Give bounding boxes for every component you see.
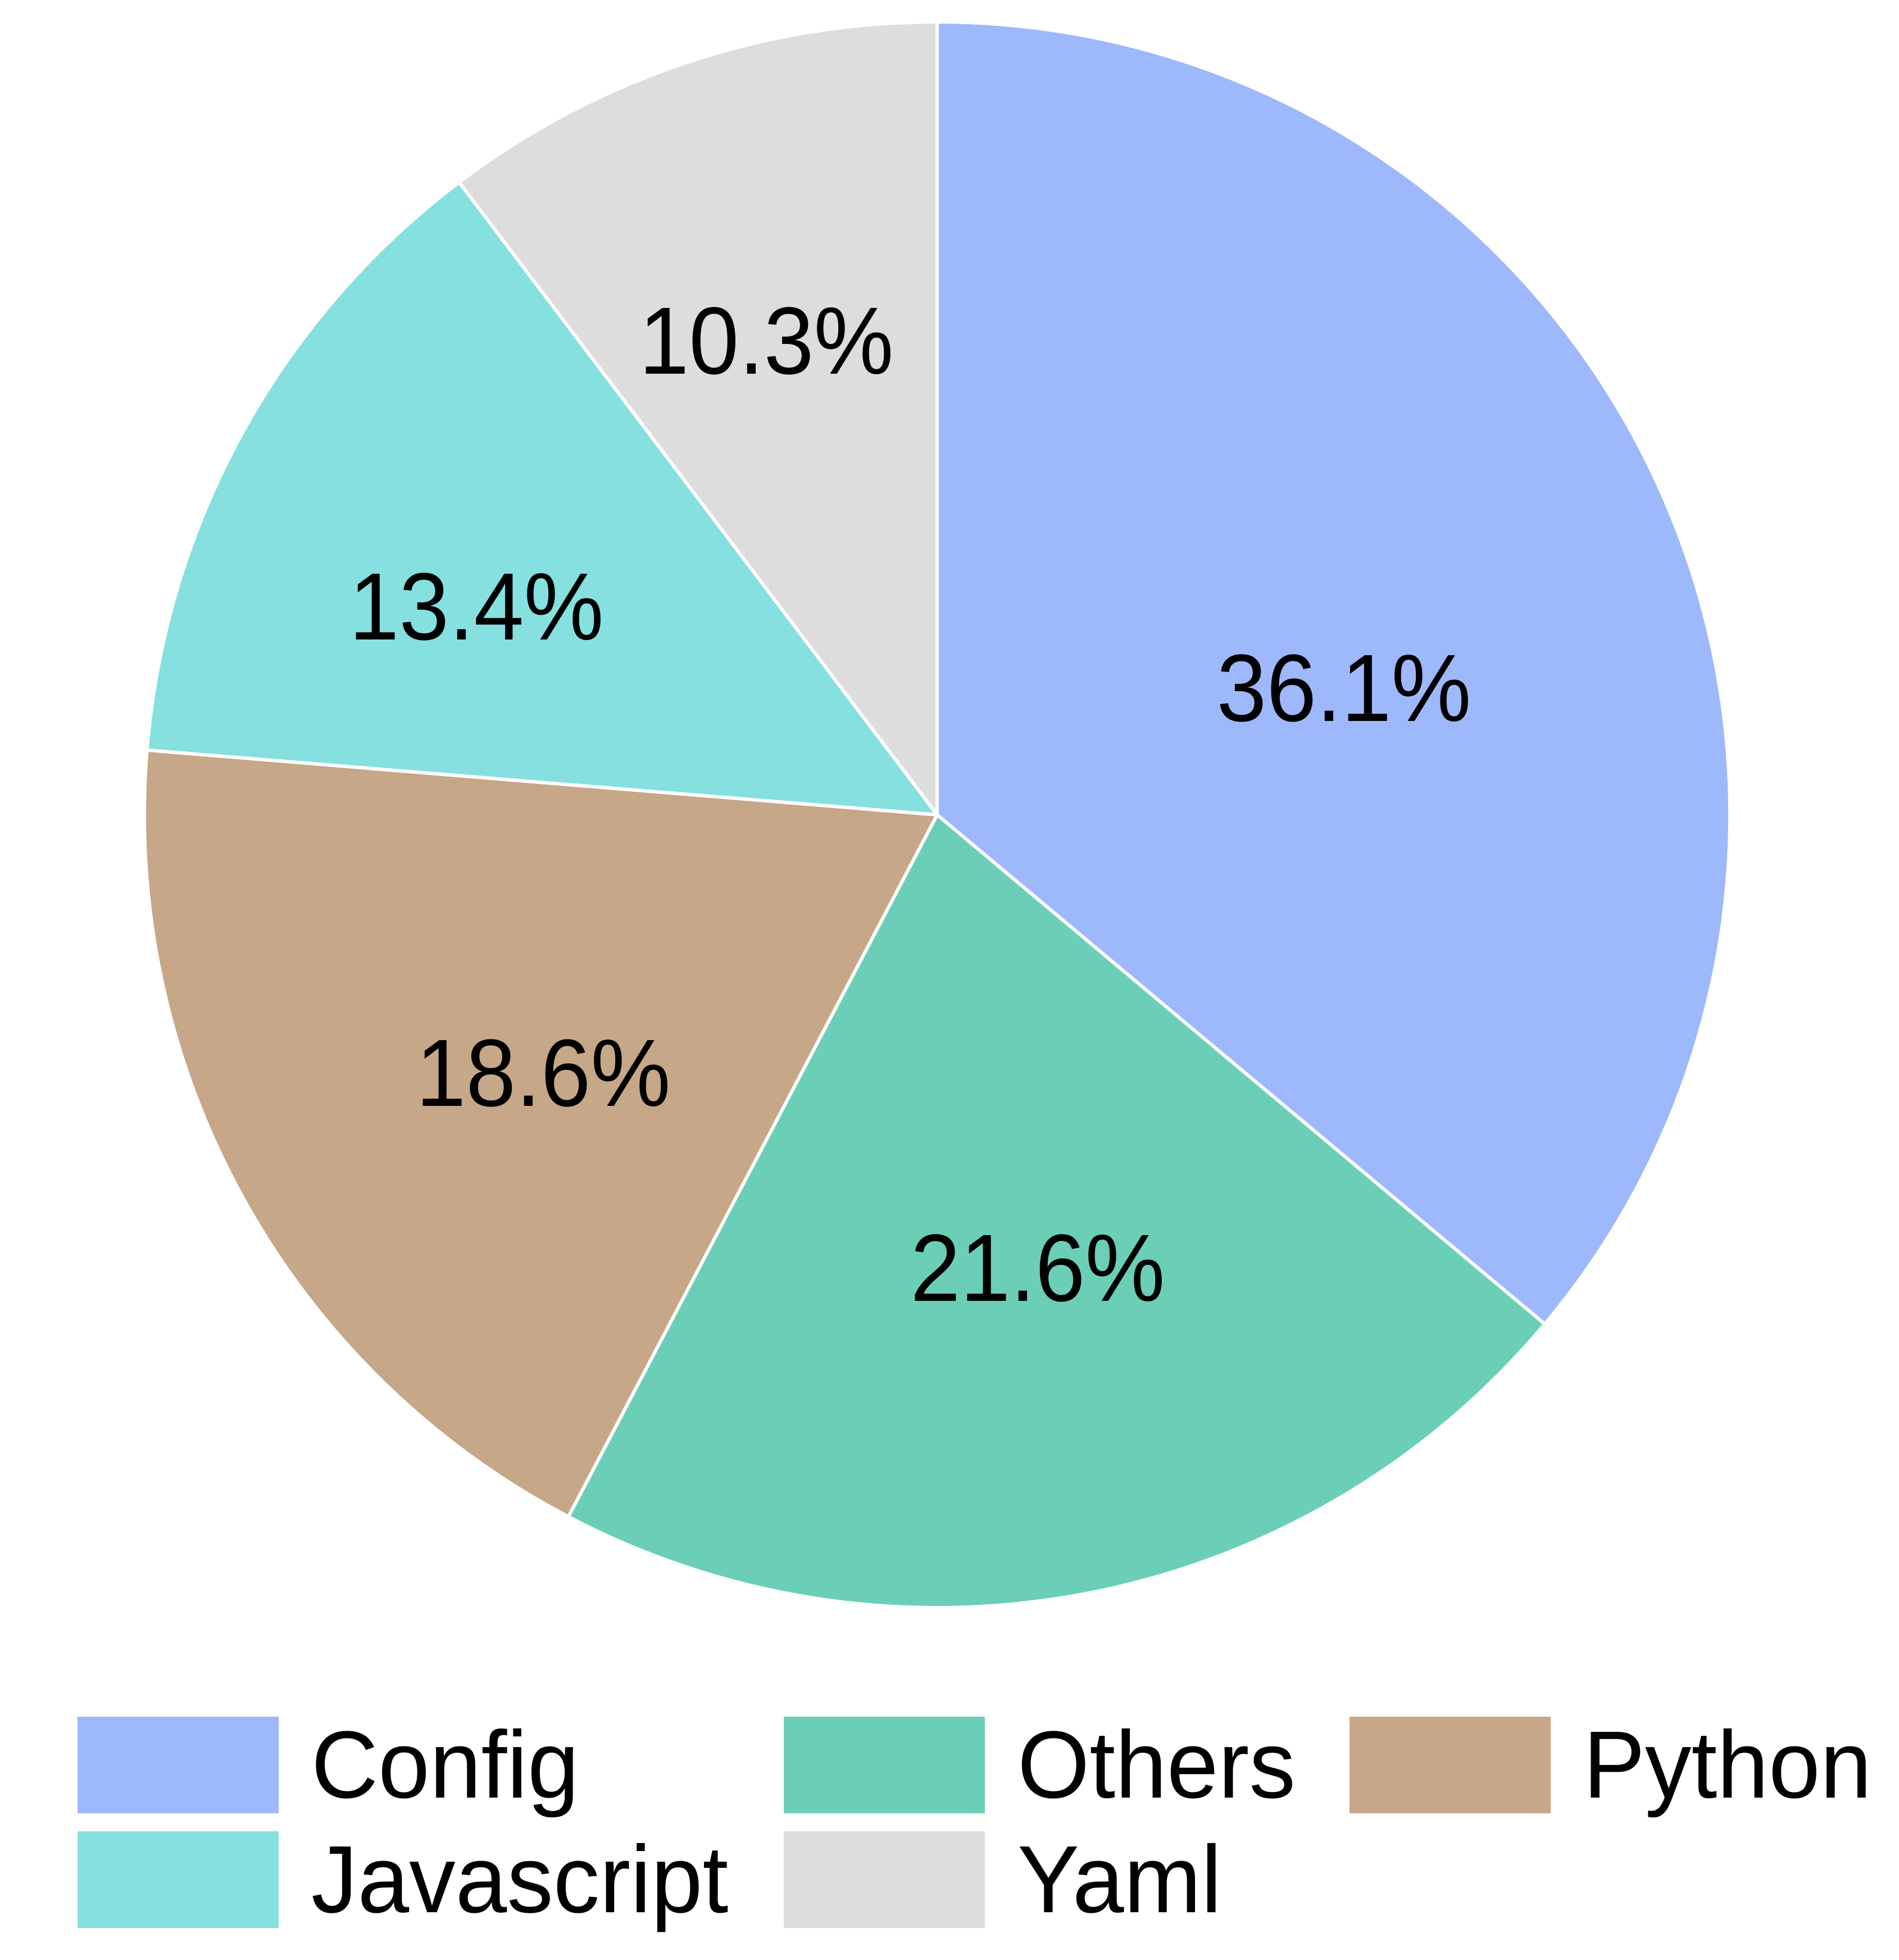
legend-item-yaml: Yaml [784, 1831, 1228, 1928]
legend-item-others: Others [784, 1717, 1304, 1813]
pie-percent-labels: 36.1% 21.6% 18.6% 13.4% 10.3% [349, 287, 1471, 1321]
legend-swatch-others [784, 1717, 985, 1813]
slice-label-javascript: 13.4% [349, 553, 603, 660]
slice-label-config: 36.1% [1216, 634, 1471, 741]
legend-item-config: Config [78, 1717, 587, 1813]
legend-label-others: Others [1017, 1712, 1296, 1818]
slice-label-python: 18.6% [416, 1019, 670, 1126]
legend-label-python: Python [1583, 1712, 1872, 1818]
legend-label-yaml: Yaml [1017, 1826, 1222, 1933]
slice-label-others: 21.6% [910, 1214, 1165, 1321]
legend-item-python: Python [1350, 1717, 1880, 1813]
legend-swatch-python [1350, 1717, 1551, 1813]
legend-label-config: Config [311, 1712, 579, 1818]
legend-swatch-javascript [78, 1831, 279, 1928]
pie-slice-yaml [457, 20, 939, 816]
legend-item-javascript: Javascript [78, 1831, 741, 1928]
pie-slice-config [935, 20, 1732, 1326]
pie-slice-others [566, 813, 1547, 1609]
slice-label-yaml: 10.3% [639, 287, 893, 394]
pie-slices [143, 20, 1732, 1609]
pie-slice-python [143, 748, 939, 1519]
legend-swatch-config [78, 1717, 279, 1813]
legend-label-javascript: Javascript [311, 1826, 729, 1933]
pie-slice-javascript [145, 180, 939, 816]
legend-swatch-yaml [784, 1831, 985, 1928]
